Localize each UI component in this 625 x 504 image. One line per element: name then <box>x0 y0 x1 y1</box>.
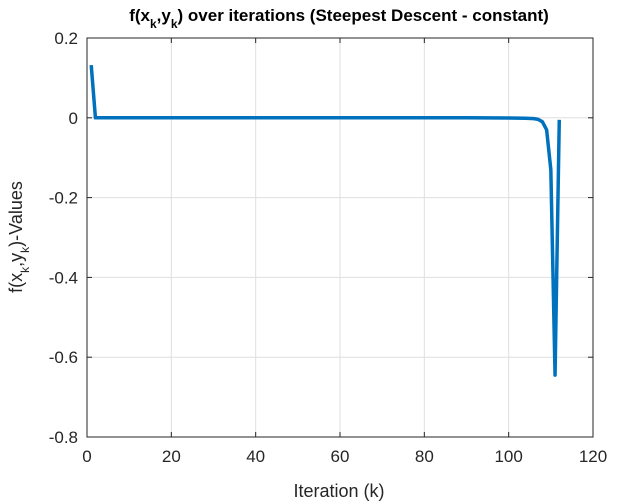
ticks: 0 20 40 60 80 100 120 -0.8 -0.6 -0.4 -0.2 0 0.2 <box>49 29 607 466</box>
y-tick-label: -0.2 <box>49 189 78 208</box>
x-axis-label: Iteration (k) <box>293 481 384 501</box>
y-tick-label: -0.4 <box>49 268 78 287</box>
x-tick-label: 20 <box>162 447 181 466</box>
y-tick-label: -0.6 <box>49 348 78 367</box>
series-line <box>89 64 562 377</box>
grid-lines <box>86 37 594 438</box>
x-tick-label: 40 <box>246 447 265 466</box>
x-tick-label: 80 <box>415 447 434 466</box>
y-tick-label: -0.8 <box>49 428 78 447</box>
series <box>89 64 562 377</box>
y-tick-label: 0 <box>69 109 78 128</box>
x-tick-label: 120 <box>579 447 607 466</box>
x-tick-label: 0 <box>82 447 91 466</box>
x-tick-label: 100 <box>494 447 522 466</box>
y-axis-label: f(xk,yk)-Values <box>6 181 32 293</box>
y-tick-label: 0.2 <box>54 29 78 48</box>
x-tick-label: 60 <box>331 447 350 466</box>
chart-title: f(xk,yk) over iterations (Steepest Desce… <box>129 6 549 31</box>
